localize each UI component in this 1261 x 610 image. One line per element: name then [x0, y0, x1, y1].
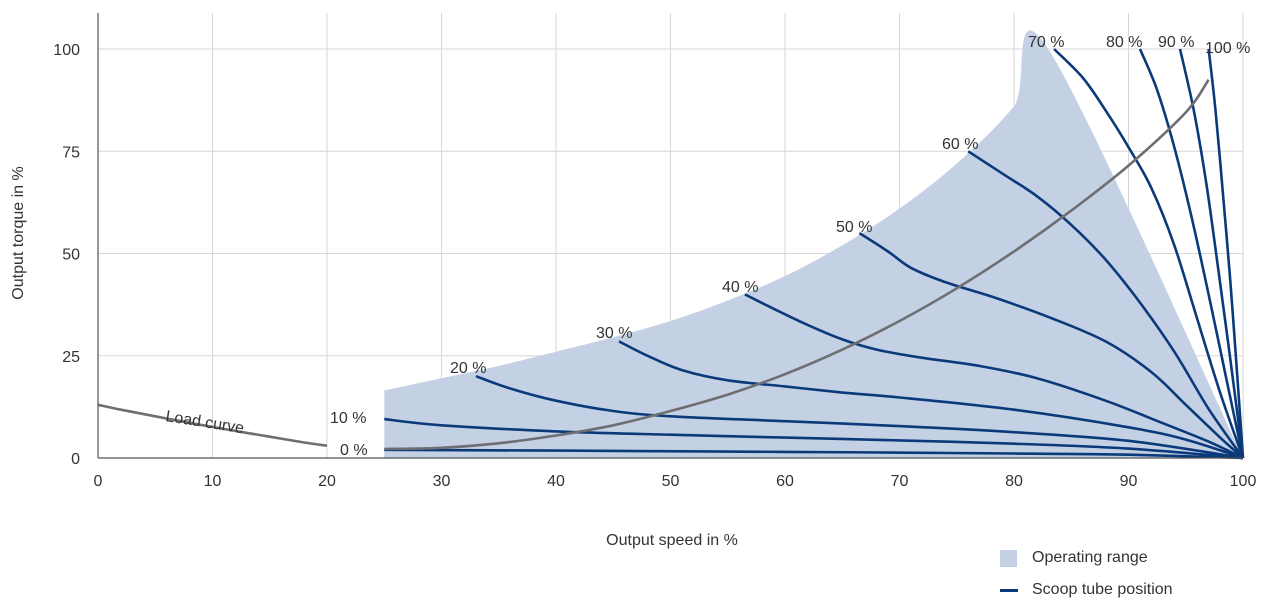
series-labels: Load curve 0 % 10 % 20 % 30 % 40 % 50 % 60 % 70 … [164, 34, 1250, 459]
load-curve-label: Load curve [164, 408, 245, 437]
load-curve-right [384, 78, 1210, 451]
scoop-tube-label-20: 20 % [450, 360, 486, 377]
scoop-tube-swatch [1000, 588, 1018, 592]
scoop-tube-label-10: 10 % [330, 410, 366, 427]
scoop-tube-label-30: 30 % [596, 325, 632, 342]
legend-label-scoop-tube: Scoop tube position [1032, 581, 1173, 598]
y-tick-label-25: 25 [62, 349, 80, 366]
y-tick-label-75: 75 [62, 144, 80, 161]
scoop-tube-line-80 [1138, 48, 1245, 459]
y-tick-label-100: 100 [53, 42, 80, 59]
tick-labels: 0 10 20 30 40 50 60 70 80 90 100 0 25 50 75 100 [53, 42, 1256, 490]
x-tick-label-60: 60 [776, 473, 794, 490]
x-tick-label-70: 70 [891, 473, 909, 490]
scoop-tube-line-10 [384, 417, 1244, 460]
scoop-tube-label-50: 50 % [836, 219, 872, 236]
operating-range-area [384, 30, 1243, 458]
x-tick-label-30: 30 [433, 473, 451, 490]
x-tick-label-100: 100 [1230, 473, 1257, 490]
scoop-tube-line-30 [618, 340, 1244, 460]
operating-range-swatch [1000, 549, 1017, 567]
x-tick-label-10: 10 [204, 473, 222, 490]
load-curve-left [97, 403, 328, 447]
scoop-tube-label-100: 100 % [1205, 40, 1250, 57]
axes [97, 13, 1243, 459]
scoop-tube-line-50 [858, 231, 1244, 459]
legend: Operating range Scoop tube position [1000, 546, 1173, 610]
scoop-tube-label-90: 90 % [1158, 34, 1194, 51]
x-tick-label-80: 80 [1005, 473, 1023, 490]
load-curve-layer [97, 78, 1210, 451]
y-tick-label-0: 0 [71, 451, 80, 468]
x-tick-label-90: 90 [1120, 473, 1138, 490]
legend-item-scoop-tube: Scoop tube position [1000, 578, 1173, 602]
scoop-tube-line-70 [1053, 48, 1245, 459]
operating-range-layer [384, 30, 1243, 458]
x-tick-label-20: 20 [318, 473, 336, 490]
y-tick-label-50: 50 [62, 247, 80, 264]
scoop-tube-line-0 [384, 448, 1244, 460]
scoop-tube-line-60 [967, 150, 1245, 459]
y-axis-title: Output torque in % [10, 166, 27, 299]
scoop-tube-label-80: 80 % [1106, 34, 1142, 51]
scoop-tube-label-60: 60 % [942, 136, 978, 153]
x-tick-label-0: 0 [94, 473, 103, 490]
scoop-tube-line-20 [475, 374, 1244, 460]
scoop-tube-label-40: 40 % [722, 279, 758, 296]
legend-label-operating-range: Operating range [1032, 549, 1148, 566]
x-tick-label-40: 40 [547, 473, 565, 490]
scoop-tube-line-90 [1178, 48, 1245, 459]
scoop-tube-lines [384, 48, 1245, 460]
x-tick-label-50: 50 [662, 473, 680, 490]
legend-item-operating-range: Operating range [1000, 546, 1173, 570]
scoop-tube-line-100 [1207, 48, 1245, 459]
scoop-tube-line-40 [744, 293, 1244, 460]
x-axis-title: Output speed in % [606, 532, 738, 549]
scoop-tube-label-0: 0 % [340, 442, 368, 459]
scoop-tube-label-70: 70 % [1028, 34, 1064, 51]
